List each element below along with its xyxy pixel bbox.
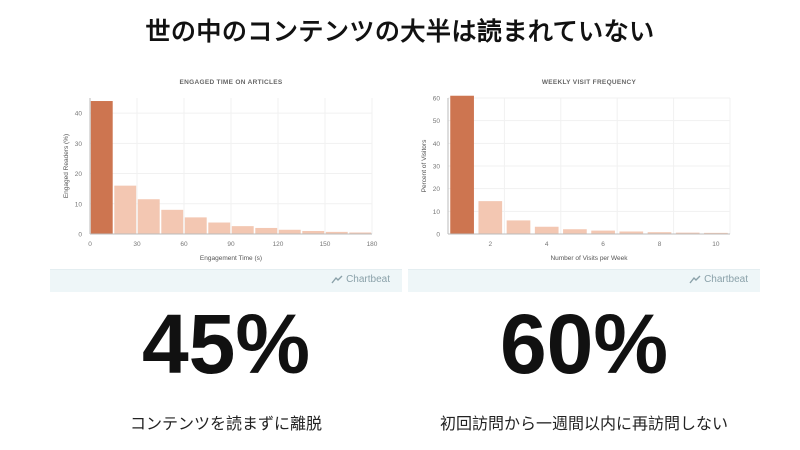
x-tick-label: 4 — [545, 241, 549, 248]
bar — [231, 226, 254, 234]
bar — [255, 227, 278, 234]
bar — [704, 232, 728, 234]
weekly-visit-chart: WEEKLY VISIT FREQUENCY 0 10 20 30 40 50 60 2 4 6 8 1… — [421, 79, 731, 262]
bar — [184, 217, 207, 234]
left-stat-caption: コンテンツを読まずに離脱 — [129, 414, 322, 433]
bar — [647, 232, 672, 234]
x-axis-label: Engagement Time (s) — [200, 255, 262, 262]
chartbeat-logo-icon — [331, 275, 343, 284]
bar — [563, 229, 587, 234]
bar — [208, 222, 231, 234]
chart-title: WEEKLY VISIT FREQUENCY — [542, 79, 637, 86]
x-tick-label: 180 — [367, 241, 378, 248]
chart-title: ENGAGED TIME ON ARTICLES — [179, 79, 282, 86]
y-tick-label: 50 — [433, 118, 441, 125]
y-tick-label: 40 — [433, 141, 441, 148]
y-tick-label: 60 — [433, 96, 441, 103]
x-tick-label: 120 — [273, 241, 284, 248]
bar — [675, 232, 700, 234]
x-tick-label: 6 — [601, 241, 605, 248]
y-tick-label: 10 — [433, 209, 441, 216]
chart-footer: Chartbeat — [50, 269, 402, 292]
right-stat-value: 60% — [499, 297, 669, 391]
y-tick-label: 0 — [78, 232, 82, 239]
bar — [161, 209, 184, 234]
y-tick-label: 40 — [75, 111, 83, 118]
x-tick-label: 60 — [180, 241, 188, 248]
engaged-time-chart: ENGAGED TIME ON ARTICLES 0 10 20 30 40 0 30 60 90… — [63, 79, 378, 262]
brand-logo: Chartbeat — [331, 274, 390, 285]
y-tick-label: 20 — [75, 171, 83, 178]
x-tick-label: 10 — [712, 241, 720, 248]
y-tick-label: 10 — [75, 201, 83, 208]
left-stat-value: 45% — [141, 297, 311, 391]
bar — [506, 220, 531, 234]
bar — [278, 229, 301, 234]
right-stat-caption: 初回訪問から一週間以内に再訪問しない — [439, 414, 728, 433]
bar — [90, 101, 113, 235]
bar — [325, 231, 348, 234]
bar — [450, 95, 474, 234]
x-tick-label: 150 — [320, 241, 331, 248]
bar — [137, 199, 160, 234]
engaged-time-chart-panel: ENGAGED TIME ON ARTICLES 0 10 20 30 40 0 30 60 90… — [50, 72, 402, 292]
y-tick-label: 30 — [433, 164, 441, 171]
x-tick-label: 90 — [227, 241, 235, 248]
bar — [591, 230, 615, 234]
y-tick-label: 30 — [75, 141, 83, 148]
y-tick-label: 0 — [436, 232, 440, 239]
brand-label: Chartbeat — [346, 274, 390, 285]
bar — [114, 185, 137, 234]
weekly-visit-chart-panel: WEEKLY VISIT FREQUENCY 0 10 20 30 40 50 60 2 4 6 8 1… — [408, 72, 760, 292]
x-axis-label: Number of Visits per Week — [550, 255, 628, 262]
y-axis-label: Percent of Visitors — [421, 139, 428, 192]
bar — [478, 201, 503, 234]
y-axis-label: Engaged Readers (%) — [63, 134, 70, 198]
x-tick-label: 8 — [658, 241, 662, 248]
bar — [619, 231, 644, 234]
x-tick-label: 2 — [488, 241, 492, 248]
chart-footer: Chartbeat — [408, 269, 760, 292]
brand-label: Chartbeat — [704, 274, 748, 285]
brand-logo: Chartbeat — [689, 274, 748, 285]
chartbeat-logo-icon — [689, 275, 701, 284]
page-title: 世の中のコンテンツの大半は読まれていない — [145, 17, 655, 46]
y-tick-label: 20 — [433, 186, 441, 193]
x-tick-label: 30 — [133, 241, 141, 248]
x-tick-label: 0 — [88, 241, 92, 248]
bar — [534, 226, 559, 234]
bar — [302, 230, 325, 234]
bar — [349, 232, 372, 234]
